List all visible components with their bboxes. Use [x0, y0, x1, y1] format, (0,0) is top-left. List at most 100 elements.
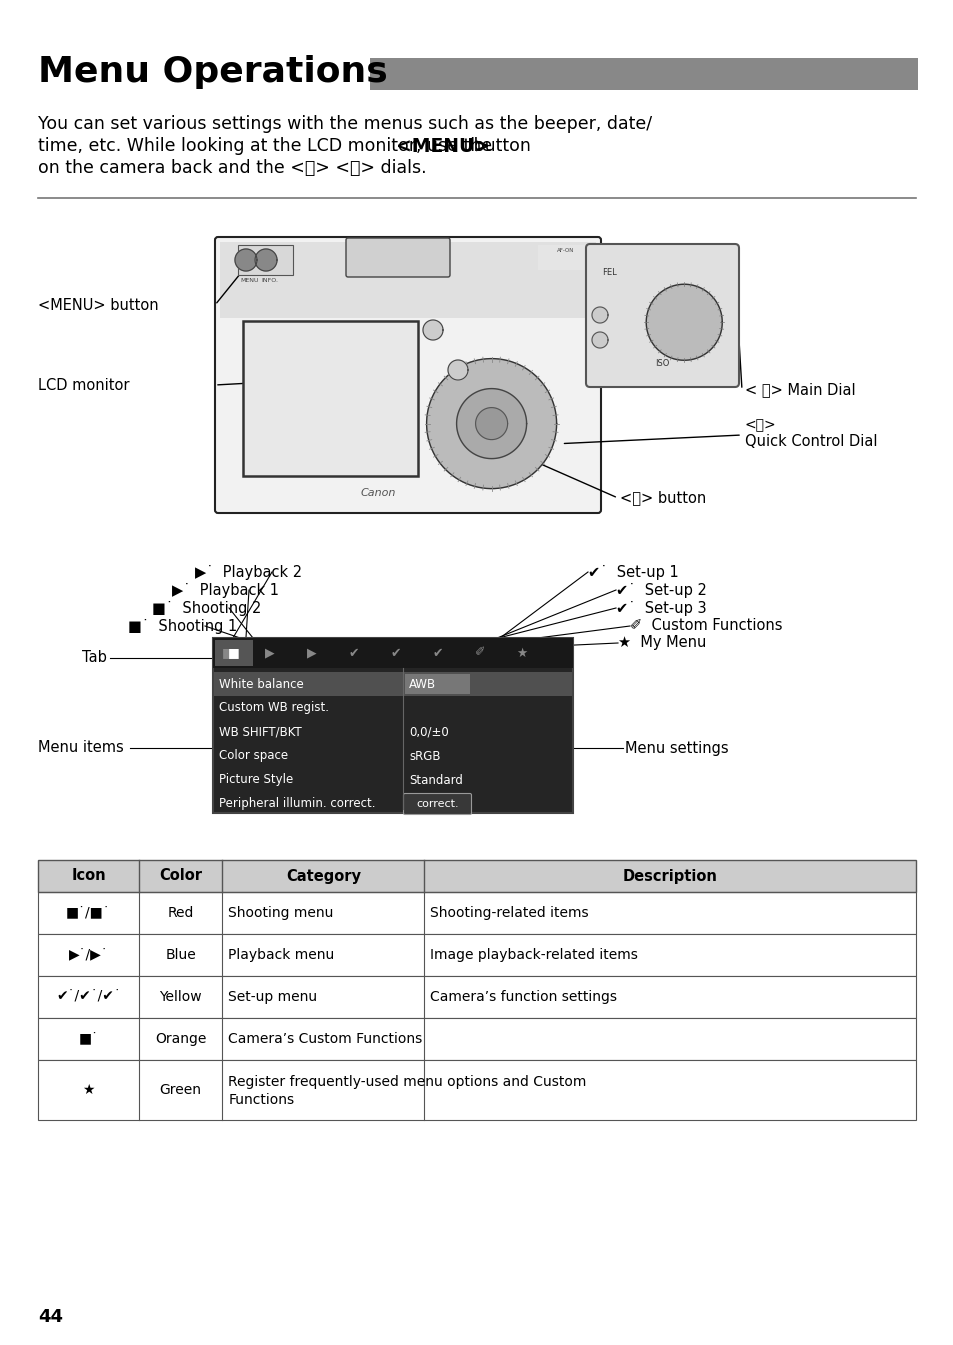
Bar — [38, 976, 915, 1018]
Polygon shape — [645, 284, 721, 360]
Text: ■˙  Shooting 1: ■˙ Shooting 1 — [128, 619, 237, 633]
Bar — [405, 674, 470, 694]
Polygon shape — [426, 359, 556, 488]
Text: Red: Red — [168, 907, 193, 920]
Text: Quick Control Dial: Quick Control Dial — [744, 434, 877, 449]
Polygon shape — [592, 307, 607, 323]
Text: Tab: Tab — [82, 651, 107, 666]
Text: Color space: Color space — [219, 749, 288, 763]
Polygon shape — [234, 249, 256, 270]
Text: ■: ■ — [222, 647, 233, 659]
Text: Functions: Functions — [228, 1093, 294, 1107]
Bar — [220, 242, 596, 317]
Text: Color: Color — [159, 869, 202, 884]
Text: Category: Category — [286, 869, 360, 884]
Text: time, etc. While looking at the LCD monitor, use the: time, etc. While looking at the LCD moni… — [38, 137, 497, 155]
Text: ✔˙  Set-up 1: ✔˙ Set-up 1 — [587, 565, 678, 580]
Polygon shape — [476, 408, 507, 440]
Text: ■˙: ■˙ — [78, 1032, 98, 1046]
Text: Peripheral illumin. correct.: Peripheral illumin. correct. — [219, 798, 375, 811]
Text: Description: Description — [622, 869, 717, 884]
Bar — [38, 859, 915, 892]
Text: sRGB: sRGB — [409, 749, 440, 763]
Text: ■: ■ — [228, 647, 239, 659]
Polygon shape — [456, 389, 526, 459]
Text: FEL: FEL — [601, 268, 616, 277]
Bar — [38, 859, 915, 892]
Text: ■˙  Shooting 2: ■˙ Shooting 2 — [152, 600, 261, 616]
Text: 44: 44 — [38, 1307, 63, 1326]
Bar — [537, 245, 593, 270]
Bar — [214, 640, 253, 666]
Text: <Ⓜ> button: <Ⓜ> button — [619, 491, 705, 506]
Text: Register frequently-used menu options and Custom: Register frequently-used menu options an… — [228, 1075, 586, 1089]
Text: Menu Operations: Menu Operations — [38, 55, 387, 89]
Text: Set-up menu: Set-up menu — [228, 990, 317, 1003]
Text: ▶: ▶ — [265, 647, 274, 659]
Bar — [38, 892, 915, 933]
Text: WB SHIFT/BKT: WB SHIFT/BKT — [219, 725, 301, 738]
Text: <MENU>: <MENU> — [395, 137, 490, 156]
Bar — [38, 933, 915, 976]
Text: Green: Green — [159, 1083, 201, 1098]
Text: ✐  Custom Functions: ✐ Custom Functions — [629, 619, 781, 633]
Text: Playback menu: Playback menu — [228, 948, 335, 962]
Polygon shape — [448, 360, 468, 381]
FancyBboxPatch shape — [346, 238, 450, 277]
Polygon shape — [254, 249, 276, 270]
Text: ✐: ✐ — [475, 647, 485, 659]
Text: ISO: ISO — [654, 359, 668, 369]
FancyBboxPatch shape — [403, 794, 471, 815]
Text: ✔˙  Set-up 2: ✔˙ Set-up 2 — [616, 582, 706, 597]
Bar — [38, 1060, 915, 1120]
Text: ■˙/■˙: ■˙/■˙ — [66, 907, 111, 920]
Bar — [213, 638, 573, 812]
Bar — [213, 638, 573, 668]
Text: INFO.: INFO. — [261, 278, 278, 282]
Text: ▶˙/▶˙: ▶˙/▶˙ — [69, 948, 109, 962]
Text: <MENU> button: <MENU> button — [38, 297, 158, 312]
Text: Standard: Standard — [409, 773, 462, 787]
Polygon shape — [592, 332, 607, 348]
Text: ▶˙  Playback 2: ▶˙ Playback 2 — [194, 565, 302, 580]
Text: Menu items: Menu items — [38, 741, 124, 756]
Text: Picture Style: Picture Style — [219, 773, 293, 787]
Bar — [237, 245, 293, 274]
Text: Canon: Canon — [360, 488, 395, 498]
Text: ✔: ✔ — [391, 647, 401, 659]
Text: ✔˙/✔˙/✔˙: ✔˙/✔˙/✔˙ — [56, 990, 121, 1003]
Text: LCD monitor: LCD monitor — [38, 378, 130, 393]
Text: ★  My Menu: ★ My Menu — [618, 635, 705, 651]
Text: Icon: Icon — [71, 869, 106, 884]
Text: Camera’s Custom Functions: Camera’s Custom Functions — [228, 1032, 422, 1046]
Text: <Ⓣ>: <Ⓣ> — [744, 418, 776, 432]
Text: ✔˙  Set-up 3: ✔˙ Set-up 3 — [616, 600, 706, 616]
Text: White balance: White balance — [219, 678, 303, 690]
Text: ★: ★ — [516, 647, 527, 659]
Text: ✔: ✔ — [433, 647, 443, 659]
Text: button: button — [468, 137, 530, 155]
Text: ✔: ✔ — [349, 647, 359, 659]
FancyBboxPatch shape — [214, 237, 600, 512]
Text: ▶: ▶ — [307, 647, 316, 659]
Text: AWB: AWB — [409, 678, 436, 690]
Text: Camera’s function settings: Camera’s function settings — [430, 990, 617, 1003]
Text: Yellow: Yellow — [159, 990, 202, 1003]
Text: 0,0/±0: 0,0/±0 — [409, 725, 448, 738]
Bar — [213, 672, 572, 695]
Text: ▶˙  Playback 1: ▶˙ Playback 1 — [172, 582, 278, 597]
Text: Blue: Blue — [165, 948, 196, 962]
Text: Shooting-related items: Shooting-related items — [430, 907, 588, 920]
Text: Image playback-related items: Image playback-related items — [430, 948, 638, 962]
Text: Menu settings: Menu settings — [624, 741, 728, 756]
Text: AF-ON: AF-ON — [557, 247, 574, 253]
Bar — [38, 1018, 915, 1060]
Text: ★: ★ — [82, 1083, 94, 1098]
Text: on the camera back and the <Ⓢ> <Ⓣ> dials.: on the camera back and the <Ⓢ> <Ⓣ> dials… — [38, 159, 426, 178]
Text: Orange: Orange — [154, 1032, 206, 1046]
Polygon shape — [422, 320, 442, 340]
Text: Custom WB regist.: Custom WB regist. — [219, 702, 329, 714]
Text: correct.: correct. — [416, 799, 458, 808]
Text: You can set various settings with the menus such as the beeper, date/: You can set various settings with the me… — [38, 116, 652, 133]
Text: Shooting menu: Shooting menu — [228, 907, 334, 920]
